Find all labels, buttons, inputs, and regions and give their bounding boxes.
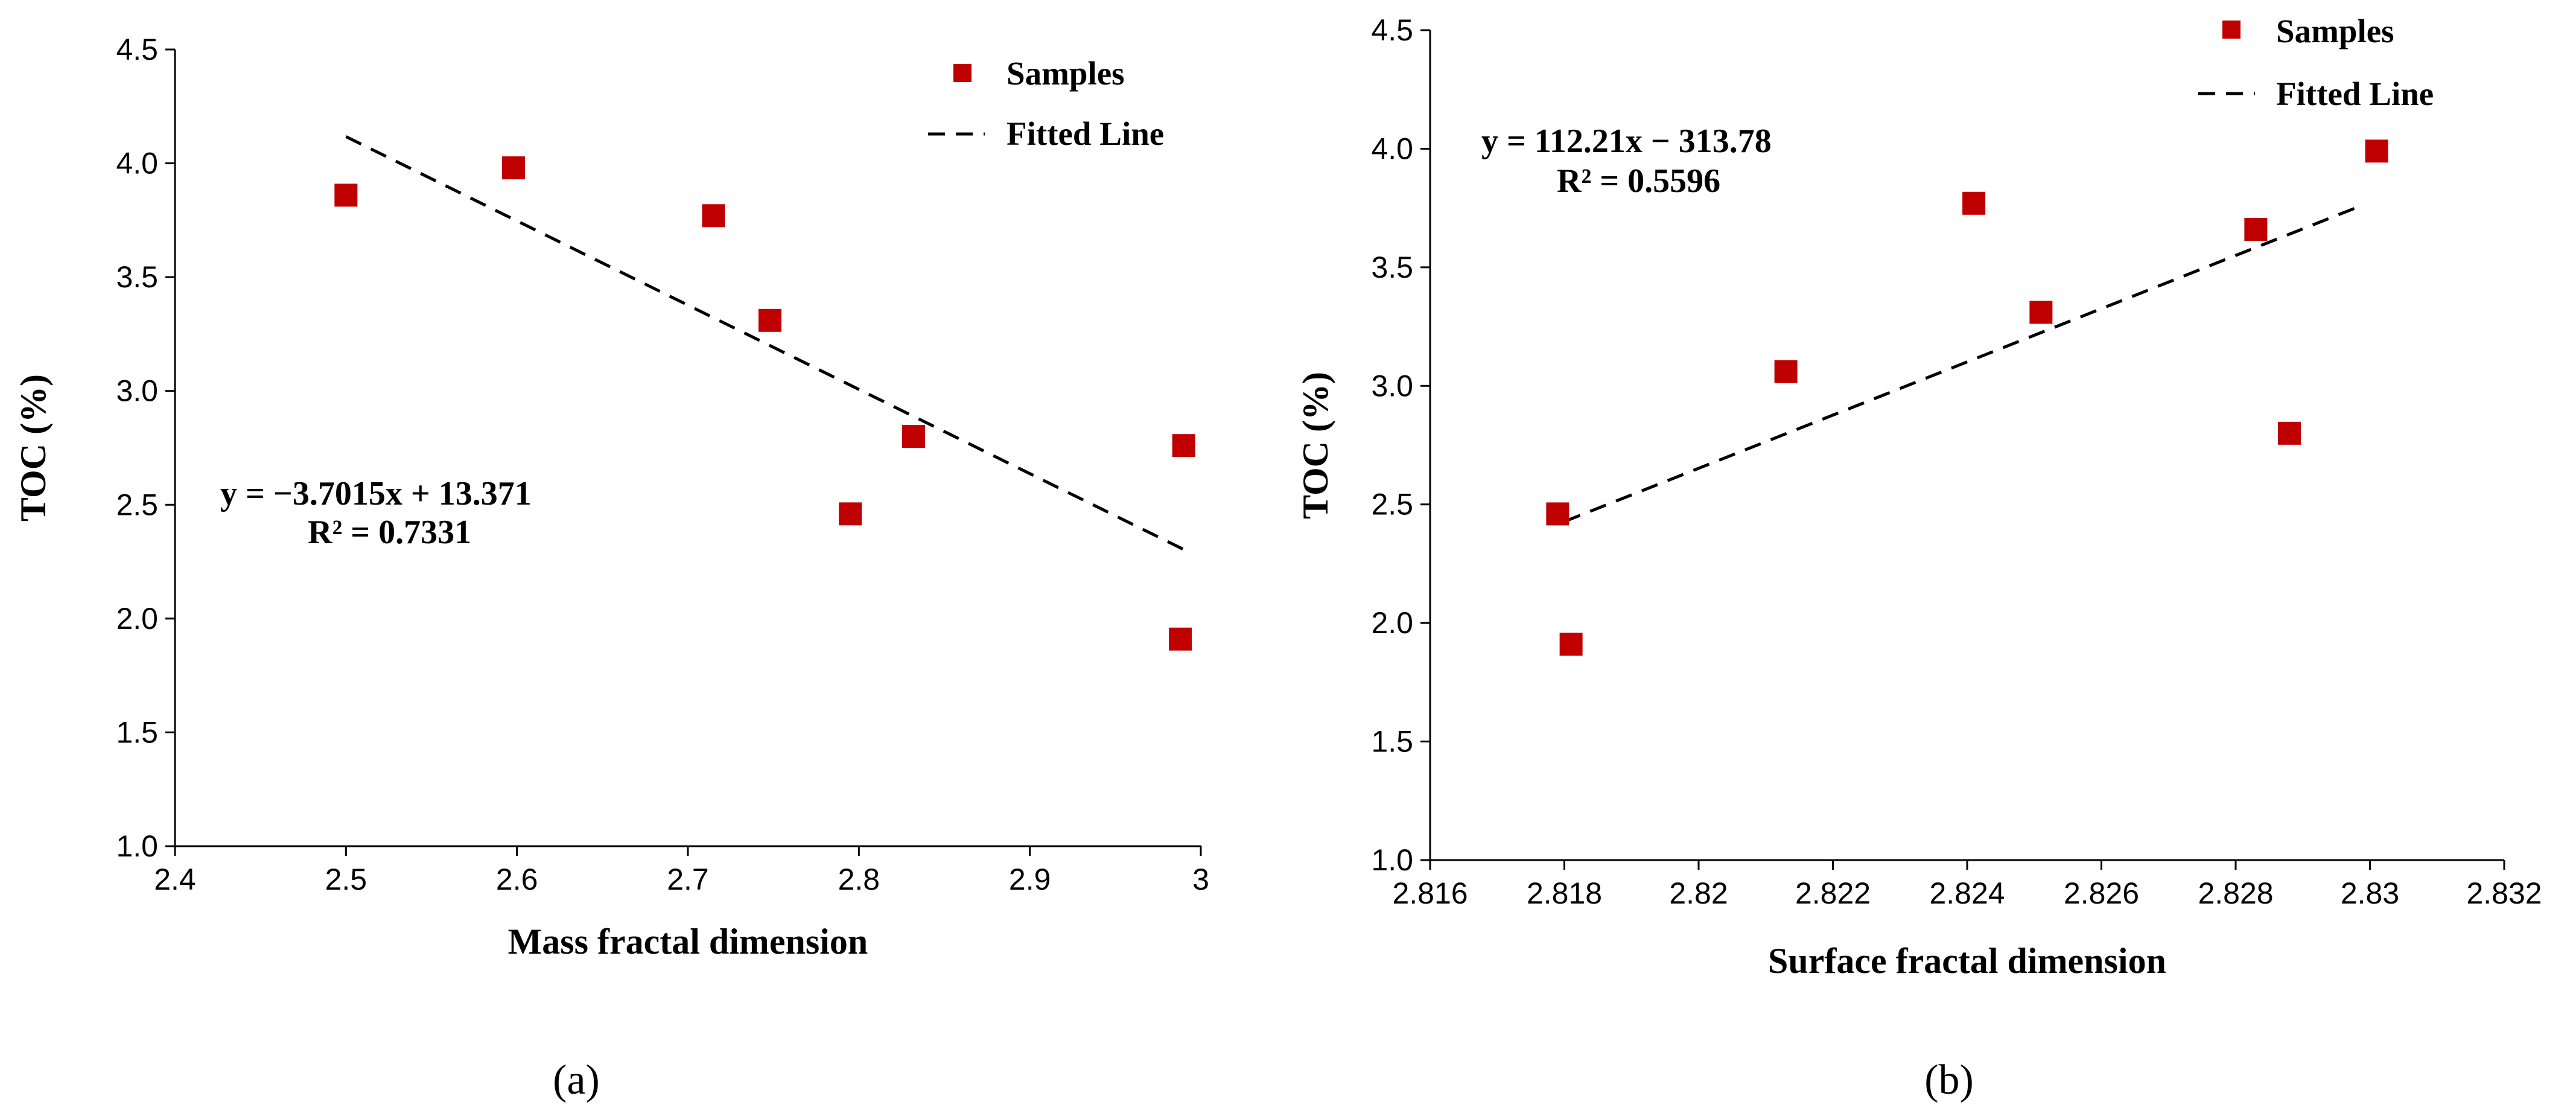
- chart-b-y-ticks: 1.0 1.5 2.0 2.5 3.0 3.5 4.0 4.5: [1371, 13, 1430, 877]
- panel-label-b: (b): [1924, 1057, 1974, 1103]
- chart-b-legend-marker: [2222, 21, 2240, 39]
- panel-label-a: (a): [553, 1057, 600, 1103]
- chart-a-x-tick-label: 2.5: [325, 863, 367, 896]
- chart-b-x-tick-label: 2.818: [1527, 876, 1602, 910]
- chart-a-equation: y = −3.7015x + 13.371: [220, 475, 532, 512]
- chart-a-x-label: Mass fractal dimension: [508, 922, 868, 961]
- chart-a-y-tick-label: 4.0: [116, 147, 158, 180]
- chart-a-fitted-line: [345, 135, 1185, 551]
- chart-b-x-ticks: 2.816 2.818 2.82 2.822 2.824 2.826 2.828 2.83 2.…: [1392, 860, 2542, 910]
- chart-b-x-label: Surface fractal dimension: [1768, 941, 2166, 981]
- chart-b-x-tick-label: 2.82: [1669, 876, 1728, 910]
- chart-a-y-tick-label: 4.5: [116, 33, 158, 66]
- chart-b-y-label: TOC (%): [1296, 372, 1335, 519]
- chart-b-x-tick-label: 2.816: [1392, 876, 1468, 910]
- chart-a-legend-samples: Samples: [1007, 55, 1125, 92]
- chart-b-y-tick-label: 4.0: [1371, 132, 1413, 165]
- chart-a-x-tick-label: 2.4: [154, 863, 196, 896]
- chart-b-point-7: [2278, 421, 2301, 445]
- chart-a-legend: Samples Fitted Line: [928, 55, 1164, 152]
- chart-b-y-tick-label: 3.5: [1371, 250, 1413, 284]
- chart-b-legend-fitted: Fitted Line: [2276, 75, 2434, 112]
- chart-a-legend-fitted: Fitted Line: [1007, 115, 1164, 152]
- chart-a-point-4: [758, 308, 781, 332]
- chart-b-point-8: [2365, 139, 2388, 163]
- chart-b-y-tick-label: 2.0: [1371, 606, 1413, 640]
- chart-a-point-6: [902, 425, 925, 448]
- chart-a-y-tick-label: 3.5: [116, 260, 158, 294]
- chart-a-y-label: TOC (%): [13, 374, 53, 521]
- chart-a-x-ticks: 2.4 2.5 2.6 2.7 2.8 2.9 3: [154, 846, 1209, 896]
- chart-b-y-tick-label: 4.5: [1371, 13, 1413, 47]
- chart-b-y-tick-label: 1.5: [1371, 725, 1413, 759]
- chart-b-y-tick-label: 3.0: [1371, 369, 1413, 403]
- chart-b-x-tick-label: 2.83: [2341, 876, 2399, 910]
- chart-b-point-5: [2029, 301, 2053, 324]
- chart-a-x-tick-label: 3: [1192, 863, 1209, 896]
- chart-b-equation: y = 112.21x − 313.78: [1481, 123, 1772, 160]
- chart-b-y-tick-label: 1.0: [1371, 843, 1413, 877]
- chart-a-legend-marker: [953, 64, 972, 82]
- chart-b-legend: Samples Fitted Line: [2198, 13, 2434, 112]
- chart-a-x-tick-label: 2.7: [667, 863, 709, 896]
- chart-a-point-3: [702, 204, 725, 228]
- chart-a-point-2: [502, 156, 525, 180]
- chart-a-y-tick-label: 2.5: [116, 488, 158, 521]
- chart-b-point-3: [1774, 360, 1798, 383]
- chart-b-x-tick-label: 2.828: [2198, 876, 2273, 910]
- chart-b-point-2: [1559, 633, 1583, 656]
- chart-a-point-7: [1172, 434, 1195, 458]
- chart-b-x-tick-label: 2.832: [2466, 876, 2542, 910]
- chart-b-point-1: [1546, 502, 1569, 526]
- chart-a-y-tick-label: 2.0: [116, 602, 158, 636]
- chart-b-r2: R² = 0.5596: [1557, 162, 1720, 200]
- chart-a-y-ticks: 1.0 1.5 2.0 2.5 3.0 3.5 4.0 4.5: [116, 33, 175, 863]
- chart-b-legend-samples: Samples: [2276, 13, 2394, 49]
- chart-b-x-tick-label: 2.826: [2064, 876, 2139, 910]
- chart-a-y-tick-label: 1.0: [116, 829, 158, 863]
- chart-a-point-1: [334, 183, 358, 207]
- chart-a-x-tick-label: 2.8: [838, 863, 880, 896]
- chart-b-point-4: [1962, 191, 1986, 215]
- chart-b-x-tick-label: 2.822: [1795, 876, 1871, 910]
- chart-panel-b: 1.01.52.02.53.03.54.04.5 2.816 2.818 2.82 2…: [1296, 13, 2542, 1103]
- chart-a-y-tick-label: 3.0: [116, 374, 158, 408]
- chart-a-y-tick-label: 1.5: [116, 715, 158, 749]
- chart-a-point-8: [1169, 627, 1192, 651]
- chart-b-y-tick-label: 2.5: [1371, 488, 1413, 521]
- chart-a-r2: R² = 0.7331: [308, 514, 471, 551]
- chart-a-points: [334, 156, 1195, 651]
- chart-b-point-6: [2244, 218, 2268, 241]
- chart-b-fitted-line: [1563, 203, 2364, 523]
- chart-panel-a: 1.0 1.5 2.0 2.5 3.0 3.5 4.0 4.5 2.4 2.5 2.6 2.7 2.8…: [13, 33, 1209, 1103]
- chart-b-x-tick-label: 2.824: [1929, 876, 2005, 910]
- chart-a-x-tick-label: 2.9: [1009, 863, 1051, 896]
- chart-b-points: [1546, 139, 2388, 656]
- chart-a-point-5: [839, 502, 862, 526]
- chart-a-x-tick-label: 2.6: [496, 863, 538, 896]
